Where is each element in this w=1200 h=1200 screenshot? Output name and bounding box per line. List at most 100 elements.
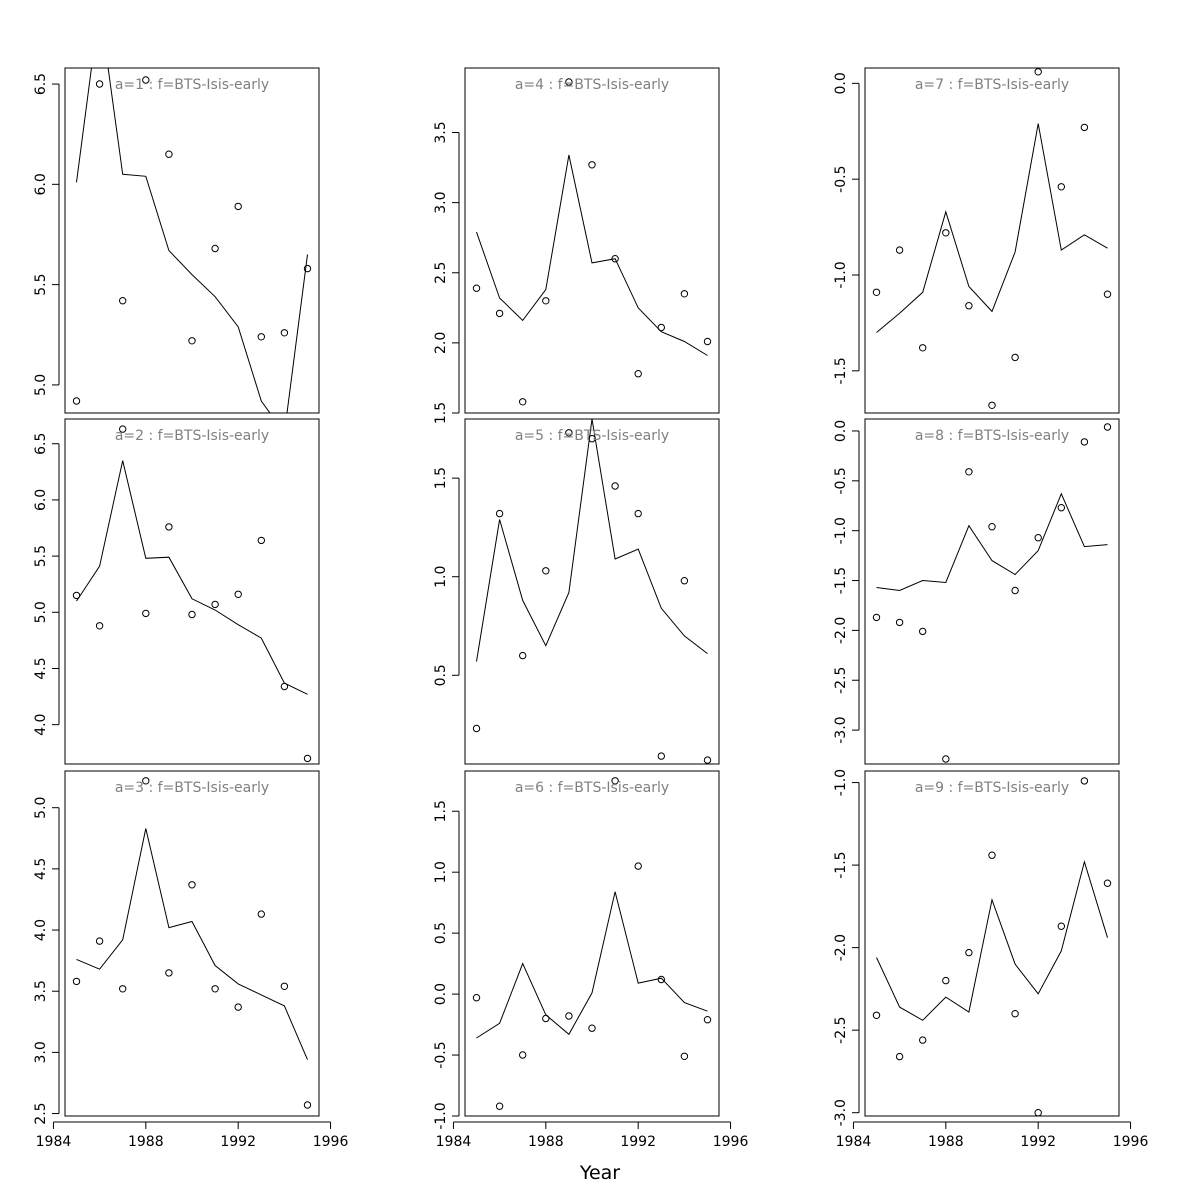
y-tick-label: 0.0 — [833, 420, 849, 442]
fitted-line — [476, 891, 708, 1039]
data-point — [988, 851, 996, 859]
data-point — [542, 297, 550, 305]
data-point — [188, 881, 196, 889]
panel-4: a=2 : f=BTS-Isis-early 4.0 4.5 5.0 5.5 6.0 6.5 — [33, 418, 320, 765]
plot-frame — [64, 418, 320, 765]
data-point — [1057, 183, 1066, 191]
y-tick-label: 3.0 — [33, 1041, 49, 1063]
data-point — [303, 264, 312, 273]
data-point — [303, 1101, 312, 1109]
data-point — [234, 590, 242, 598]
data-point — [165, 969, 173, 977]
data-point — [919, 627, 927, 636]
fitted-line — [876, 859, 1108, 1021]
fitted-line — [476, 154, 708, 356]
plot-frame — [464, 418, 720, 765]
data-point — [1034, 68, 1042, 76]
data-point — [1034, 1109, 1042, 1117]
y-tick-label: 2.5 — [433, 262, 449, 284]
y-tick-label: -1.5 — [833, 567, 849, 594]
data-point — [472, 724, 481, 733]
data-point — [588, 1024, 596, 1032]
data-point — [95, 80, 104, 88]
data-point — [680, 577, 689, 585]
data-point — [919, 1036, 927, 1044]
data-point — [703, 756, 712, 764]
plot-frame — [864, 67, 1120, 414]
data-point — [634, 862, 642, 870]
data-point — [988, 523, 996, 531]
data-point — [188, 610, 196, 619]
panel-title: a=4 : f=BTS-Isis-early — [515, 77, 669, 93]
data-point — [611, 255, 619, 263]
y-tick-label: -0.5 — [433, 1041, 449, 1068]
fitted-line — [76, 460, 308, 695]
data-point — [588, 435, 596, 443]
data-point — [303, 754, 312, 763]
y-tick-label: 4.5 — [33, 657, 49, 679]
panel-title: a=5 : f=BTS-Isis-early — [515, 428, 669, 444]
y-tick-label: 1.5 — [433, 467, 449, 489]
y-tick-label: 6.0 — [33, 489, 49, 511]
data-point — [872, 1011, 881, 1019]
plot-frame — [464, 67, 720, 414]
data-point — [1034, 534, 1042, 542]
panel-grid: a=1 : f=BTS-Isis-early 5.0 5.5 6.0 6.5 a=4 : … — [33, 67, 1148, 1150]
data-point — [657, 975, 665, 984]
data-point — [165, 150, 173, 158]
data-point — [72, 397, 81, 405]
y-tick-label: -1.5 — [833, 851, 849, 878]
data-point — [257, 536, 265, 545]
data-point — [280, 329, 289, 337]
data-point — [211, 600, 219, 609]
data-point — [634, 370, 642, 378]
data-point — [611, 777, 619, 785]
x-tick-label: 1992 — [220, 1134, 256, 1150]
data-point — [72, 591, 81, 600]
panel-title: a=7 : f=BTS-Isis-early — [915, 77, 1069, 93]
data-point — [119, 425, 127, 433]
data-point — [1103, 879, 1112, 887]
panel-9: a=9 : f=BTS-Isis-early -3.0 -2.5 -2.0 -1.5 -1… — [833, 769, 1148, 1150]
data-point — [119, 297, 127, 305]
data-point — [895, 1052, 904, 1061]
panel-2: a=4 : f=BTS-Isis-early 1.5 2.0 2.5 3.0 3.5 — [433, 67, 720, 424]
plot-frame — [64, 67, 320, 414]
x-tick-label: 1992 — [620, 1134, 656, 1150]
plot-frame — [64, 770, 320, 1117]
data-point — [965, 948, 973, 957]
y-tick-label: -0.5 — [833, 166, 849, 193]
plot-frame — [464, 770, 720, 1117]
data-point — [495, 309, 504, 318]
data-point — [1057, 922, 1066, 930]
data-point — [280, 982, 289, 990]
data-point — [211, 244, 219, 253]
data-point — [1011, 1010, 1019, 1018]
data-point — [988, 401, 996, 409]
y-tick-label: 4.0 — [33, 714, 49, 736]
data-point — [257, 333, 265, 341]
data-point — [1011, 586, 1019, 595]
panel-7: a=3 : f=BTS-Isis-early 2.5 3.0 3.5 4.0 4.5 5.0… — [33, 770, 348, 1150]
data-point — [280, 682, 289, 691]
data-point — [611, 482, 619, 490]
y-tick-label: 1.5 — [433, 402, 449, 424]
data-point — [565, 429, 573, 437]
data-point — [495, 1102, 504, 1110]
x-tick-label: 1992 — [1020, 1134, 1056, 1150]
y-tick-label: 6.5 — [33, 73, 49, 95]
y-tick-label: -2.5 — [833, 1016, 849, 1043]
x-axis-label: Year — [579, 1162, 620, 1184]
x-tick-label: 1984 — [436, 1134, 472, 1150]
data-point — [472, 284, 481, 292]
panel-title: a=3 : f=BTS-Isis-early — [115, 780, 269, 796]
y-tick-label: -1.0 — [433, 1102, 449, 1129]
data-point — [965, 468, 973, 476]
y-tick-label: -2.0 — [833, 934, 849, 961]
x-tick-label: 1996 — [713, 1134, 749, 1150]
panel-3: a=7 : f=BTS-Isis-early -1.5 -1.0 -0.5 0.0 — [833, 67, 1120, 414]
data-point — [542, 1014, 550, 1023]
data-point — [703, 1016, 712, 1024]
y-tick-label: 0.5 — [433, 922, 449, 944]
